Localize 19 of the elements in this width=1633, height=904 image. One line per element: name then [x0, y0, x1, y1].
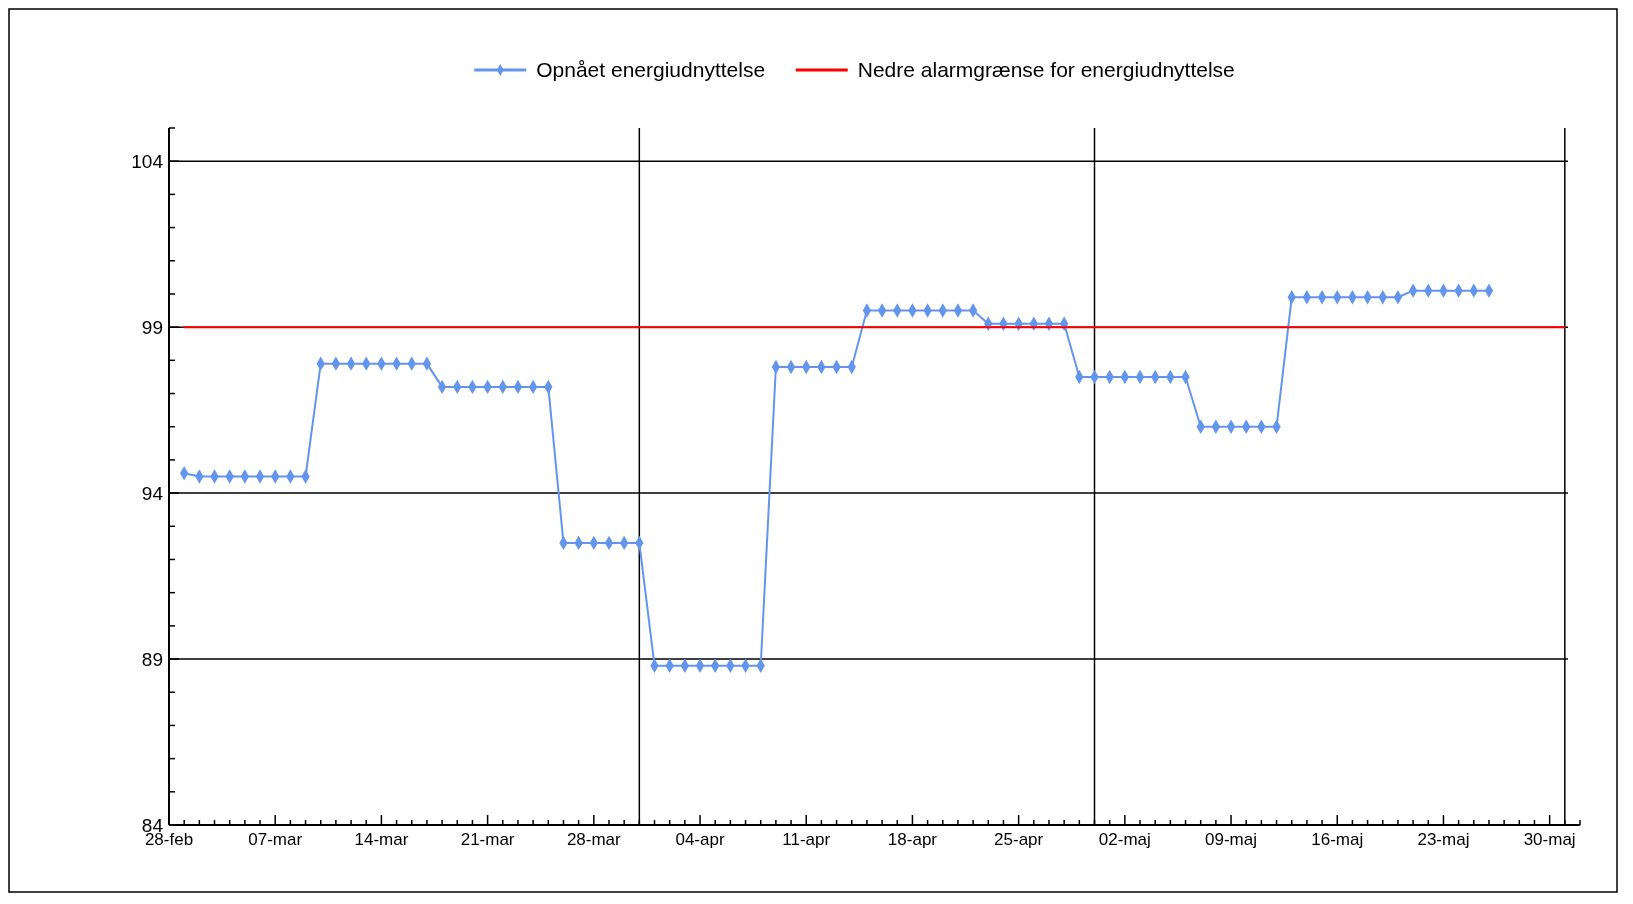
x-tick-label: 16-maj — [1311, 830, 1364, 849]
y-tick-label: 99 — [141, 316, 163, 338]
x-tick-label: 23-maj — [1417, 830, 1470, 849]
x-tick-label: 14-mar — [354, 830, 409, 849]
x-tick-label: 21-mar — [460, 830, 515, 849]
y-tick-label: 94 — [141, 482, 164, 504]
x-tick-label: 07-mar — [248, 830, 303, 849]
x-tick-label: 02-maj — [1098, 830, 1151, 849]
y-tick-label: 89 — [141, 648, 163, 670]
y-tick-label: 104 — [131, 150, 164, 172]
x-tick-label: 18-apr — [887, 830, 938, 849]
legend-label: Opnået energiudnyttelse — [536, 58, 766, 82]
x-tick-label: 04-apr — [675, 830, 725, 849]
x-tick-label: 09-maj — [1205, 830, 1258, 849]
x-tick-label: 25-apr — [994, 830, 1044, 849]
x-tick-label: 28-mar — [566, 830, 622, 849]
x-tick-label: 11-apr — [782, 830, 831, 849]
x-tick-label: 30-maj — [1523, 830, 1576, 849]
legend-label: Nedre alarmgrænse for energiudnyttelse — [857, 58, 1235, 82]
